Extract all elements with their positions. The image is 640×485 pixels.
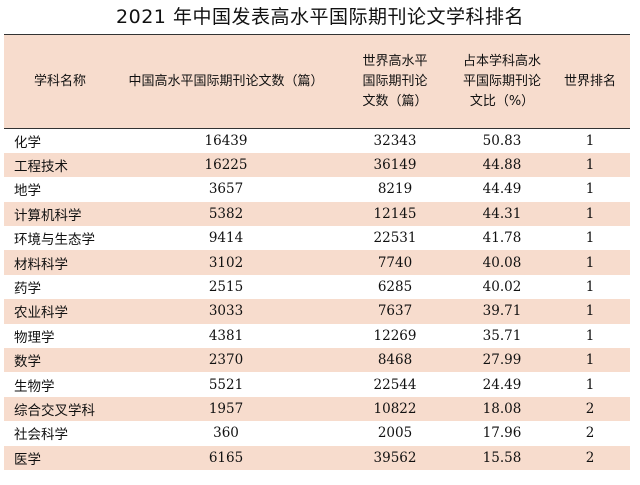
table-row: 社会科学 360 2005 17.96 2 — [4, 421, 630, 445]
world-papers-cell: 10822 — [336, 396, 454, 422]
world-papers-cell: 36149 — [336, 152, 454, 178]
ranking-table: 学科名称 中国高水平国际期刊论文数（篇） 世界高水平国际期刊论文数（篇） 占本学… — [4, 34, 630, 470]
subject-cell: 化学 — [14, 134, 41, 151]
share-cell: 44.49 — [482, 181, 522, 198]
table-row: 药学 2515 6285 40.02 1 — [4, 275, 630, 299]
china-papers-cell: 6165 — [116, 445, 336, 470]
table-row: 物理学 4381 12269 35.71 1 — [4, 324, 630, 348]
share-cell: 24.49 — [482, 376, 522, 393]
world-rank-cell: 1 — [585, 327, 595, 344]
table-row: 数学 2370 8468 27.99 1 — [4, 348, 630, 373]
subject-cell: 环境与生态学 — [14, 232, 95, 249]
world-papers-cell: 12145 — [336, 201, 454, 227]
world-rank-cell: 2 — [585, 425, 595, 442]
share-cell: 17.96 — [482, 425, 522, 442]
world-papers-cell: 22544 — [373, 376, 417, 393]
world-papers-cell: 2005 — [377, 425, 413, 442]
world-rank-cell: 1 — [550, 250, 630, 275]
share-cell: 18.08 — [454, 396, 550, 422]
china-papers-cell: 2370 — [116, 348, 336, 373]
world-rank-cell: 1 — [585, 132, 595, 149]
china-papers-cell: 3102 — [116, 250, 336, 275]
world-rank-cell: 1 — [585, 279, 595, 296]
subject-cell: 药学 — [14, 281, 41, 298]
china-papers-cell: 16439 — [204, 132, 248, 149]
world-rank-cell: 1 — [550, 299, 630, 324]
header-china-papers: 中国高水平国际期刊论文数（篇） — [116, 34, 336, 129]
share-cell: 39.71 — [454, 299, 550, 324]
china-papers-cell: 3657 — [208, 181, 244, 198]
table-row: 计算机科学 5382 12145 44.31 1 — [4, 201, 630, 227]
subject-cell: 农业科学 — [4, 299, 116, 324]
share-cell: 44.31 — [454, 201, 550, 227]
world-rank-cell: 1 — [550, 348, 630, 373]
table-row: 综合交叉学科 1957 10822 18.08 2 — [4, 396, 630, 422]
subject-cell: 社会科学 — [14, 427, 68, 444]
world-papers-cell: 32343 — [373, 132, 417, 149]
world-papers-cell: 12269 — [373, 327, 417, 344]
table-row: 材料科学 3102 7740 40.08 1 — [4, 250, 630, 275]
table-row: 环境与生态学 9414 22531 41.78 1 — [4, 226, 630, 250]
world-papers-cell: 6285 — [377, 279, 413, 296]
china-papers-cell: 5382 — [116, 201, 336, 227]
table-row: 农业科学 3033 7637 39.71 1 — [4, 299, 630, 324]
world-rank-cell: 1 — [585, 376, 595, 393]
subject-cell: 材料科学 — [4, 250, 116, 275]
subject-cell: 医学 — [4, 445, 116, 470]
share-cell: 40.02 — [482, 279, 522, 296]
header-share: 占本学科高水平国际期刊论文比（%） — [454, 34, 550, 129]
china-papers-cell: 16225 — [116, 152, 336, 178]
subject-cell: 生物学 — [14, 378, 55, 395]
page-title: 2021 年中国发表高水平国际期刊论文学科排名 — [116, 6, 524, 28]
share-cell: 41.78 — [482, 230, 522, 247]
world-papers-cell: 7637 — [336, 299, 454, 324]
china-papers-cell: 4381 — [208, 327, 244, 344]
share-cell: 50.83 — [482, 132, 522, 149]
subject-cell: 计算机科学 — [4, 201, 116, 227]
world-rank-cell: 1 — [550, 201, 630, 227]
share-cell: 35.71 — [482, 327, 522, 344]
share-cell: 44.88 — [454, 152, 550, 178]
subject-cell: 综合交叉学科 — [4, 396, 116, 422]
world-papers-cell: 22531 — [373, 230, 417, 247]
china-papers-cell: 1957 — [116, 396, 336, 422]
share-cell: 40.08 — [454, 250, 550, 275]
china-papers-cell: 9414 — [208, 230, 244, 247]
china-papers-cell: 5521 — [208, 376, 244, 393]
subject-cell: 物理学 — [14, 329, 55, 346]
subject-cell: 数学 — [4, 348, 116, 373]
table-header-row: 学科名称 中国高水平国际期刊论文数（篇） 世界高水平国际期刊论文数（篇） 占本学… — [4, 34, 630, 129]
table-row: 地学 3657 8219 44.49 1 — [4, 177, 630, 201]
subject-cell: 工程技术 — [4, 152, 116, 178]
china-papers-cell: 2515 — [208, 279, 244, 296]
world-rank-cell: 1 — [585, 230, 595, 247]
world-papers-cell: 39562 — [336, 445, 454, 470]
share-cell: 15.58 — [454, 445, 550, 470]
table-body: 化学 16439 32343 50.83 1 工程技术 16225 36149 44.88 1 地学… — [4, 129, 630, 470]
table-row: 医学 6165 39562 15.58 2 — [4, 445, 630, 470]
china-papers-cell: 360 — [213, 425, 239, 442]
header-world-papers: 世界高水平国际期刊论文数（篇） — [336, 34, 454, 129]
china-papers-cell: 3033 — [116, 299, 336, 324]
world-papers-cell: 8219 — [377, 181, 413, 198]
world-rank-cell: 1 — [585, 181, 595, 198]
subject-cell: 地学 — [14, 183, 41, 200]
table-row: 生物学 5521 22544 24.49 1 — [4, 372, 630, 396]
header-subject: 学科名称 — [4, 34, 116, 129]
table-row: 化学 16439 32343 50.83 1 — [4, 129, 630, 153]
table-row: 工程技术 16225 36149 44.88 1 — [4, 152, 630, 178]
world-rank-cell: 2 — [550, 445, 630, 470]
share-cell: 27.99 — [454, 348, 550, 373]
world-rank-cell: 1 — [550, 152, 630, 178]
header-world-rank: 世界排名 — [550, 34, 630, 129]
world-papers-cell: 7740 — [336, 250, 454, 275]
world-rank-cell: 2 — [550, 396, 630, 422]
world-papers-cell: 8468 — [336, 348, 454, 373]
